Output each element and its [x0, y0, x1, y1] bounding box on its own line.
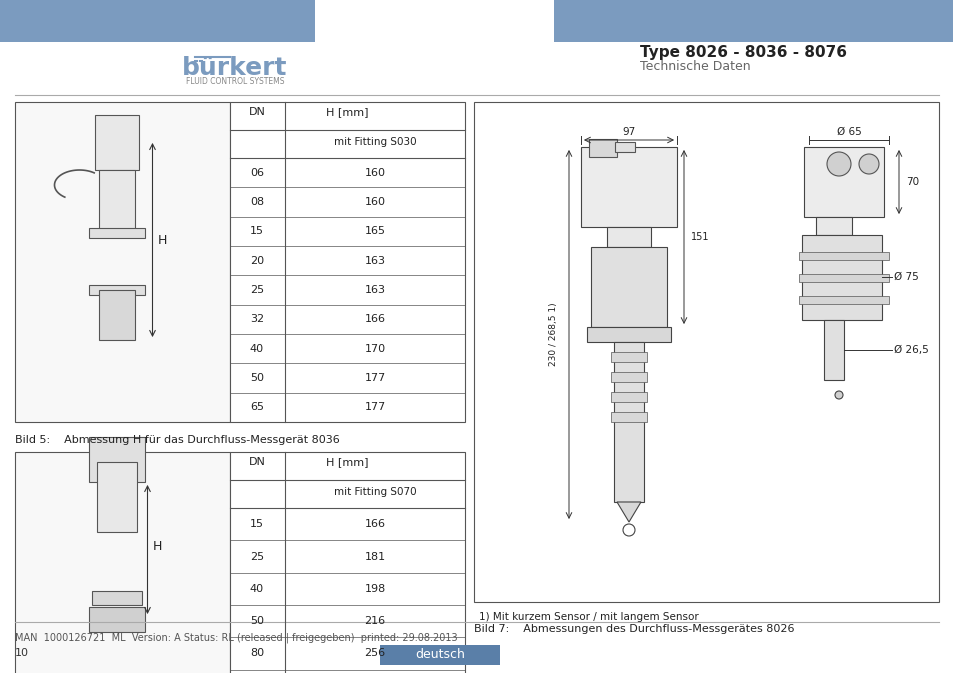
Bar	[801, 235, 882, 320]
Text: 181: 181	[364, 551, 385, 561]
Circle shape	[834, 391, 842, 399]
Bar	[588, 139, 617, 157]
Bar	[379, 645, 499, 665]
Text: Bild 5:    Abmessung H für das Durchfluss-Messgerät 8036: Bild 5: Abmessung H für das Durchfluss-M…	[15, 435, 339, 445]
Text: H: H	[152, 540, 162, 553]
Text: 80: 80	[250, 649, 264, 658]
Bar	[610, 392, 646, 402]
Text: Technische Daten: Technische Daten	[639, 61, 750, 73]
Text: 170: 170	[364, 344, 385, 354]
Text: 50: 50	[250, 373, 264, 383]
Bar	[610, 372, 646, 382]
Text: DN: DN	[249, 107, 265, 117]
Bar	[610, 412, 646, 422]
Text: 163: 163	[364, 256, 385, 266]
Bar	[90, 285, 146, 295]
Bar	[554, 0, 953, 42]
Bar	[590, 247, 666, 327]
Text: deutsch: deutsch	[415, 649, 464, 662]
Text: 20: 20	[250, 256, 264, 266]
Text: Type 8026 - 8036 - 8076: Type 8026 - 8036 - 8076	[639, 44, 846, 59]
Bar	[15, 102, 230, 422]
Bar	[0, 0, 314, 42]
Text: 230 / 268,5 1): 230 / 268,5 1)	[549, 303, 558, 366]
Text: 10: 10	[15, 648, 29, 658]
Bar	[580, 147, 677, 227]
FancyArrowPatch shape	[619, 504, 627, 518]
Bar	[99, 170, 135, 230]
Text: Ø 75: Ø 75	[893, 272, 918, 282]
Text: 15: 15	[250, 226, 264, 236]
Bar	[15, 452, 230, 673]
Bar	[90, 437, 146, 482]
Bar	[614, 342, 643, 502]
Text: MAN  1000126721  ML  Version: A Status: RL (released | freigegeben)  printed: 29: MAN 1000126721 ML Version: A Status: RL …	[15, 633, 457, 643]
Bar	[230, 102, 464, 422]
Bar	[610, 352, 646, 362]
Text: 50: 50	[250, 616, 264, 626]
Text: 216: 216	[364, 616, 385, 626]
Text: 25: 25	[250, 285, 264, 295]
Text: 97: 97	[621, 127, 635, 137]
Text: Ø 26,5: Ø 26,5	[893, 345, 928, 355]
Text: mit Fitting S030: mit Fitting S030	[334, 137, 416, 147]
Bar	[799, 252, 888, 260]
Text: 15: 15	[250, 519, 264, 529]
Bar	[799, 274, 888, 282]
Bar	[230, 452, 464, 673]
Bar	[92, 591, 142, 605]
Bar	[97, 462, 137, 532]
Text: 177: 177	[364, 402, 385, 413]
Text: DN: DN	[249, 457, 265, 467]
Text: 198: 198	[364, 584, 385, 594]
Bar	[815, 217, 851, 235]
Bar	[799, 296, 888, 304]
Text: 08: 08	[250, 197, 264, 207]
Text: H [mm]: H [mm]	[325, 107, 368, 117]
Text: 06: 06	[250, 168, 264, 178]
Text: FLUID CONTROL SYSTEMS: FLUID CONTROL SYSTEMS	[186, 77, 284, 87]
Circle shape	[120, 482, 134, 496]
Text: bürkert: bürkert	[182, 56, 288, 80]
Text: 1) Mit kurzem Sensor / mit langem Sensor: 1) Mit kurzem Sensor / mit langem Sensor	[478, 612, 698, 622]
Bar	[474, 102, 938, 602]
Bar	[90, 228, 146, 238]
Text: 166: 166	[364, 519, 385, 529]
Bar	[99, 290, 135, 340]
Text: mit Fitting S070: mit Fitting S070	[334, 487, 416, 497]
Text: 25: 25	[250, 551, 264, 561]
Bar	[606, 227, 650, 247]
Circle shape	[622, 524, 635, 536]
Circle shape	[100, 482, 114, 496]
Text: 160: 160	[364, 197, 385, 207]
Bar	[803, 147, 883, 217]
Text: 65: 65	[250, 402, 264, 413]
Text: 165: 165	[364, 226, 385, 236]
Text: 40: 40	[250, 584, 264, 594]
Text: 151: 151	[690, 232, 709, 242]
Text: 256: 256	[364, 649, 385, 658]
Bar	[95, 115, 139, 170]
Bar	[823, 320, 843, 380]
Bar	[615, 142, 635, 152]
Text: Bild 7:    Abmessungen des Durchfluss-Messgerätes 8026: Bild 7: Abmessungen des Durchfluss-Messg…	[474, 624, 794, 634]
Text: 40: 40	[250, 344, 264, 354]
Text: 70: 70	[905, 177, 918, 187]
Text: 163: 163	[364, 285, 385, 295]
Text: 160: 160	[364, 168, 385, 178]
Text: 32: 32	[250, 314, 264, 324]
Text: 177: 177	[364, 373, 385, 383]
Circle shape	[826, 152, 850, 176]
Text: Ø 65: Ø 65	[836, 127, 861, 137]
Bar	[90, 607, 146, 632]
Bar	[586, 327, 670, 342]
Polygon shape	[617, 502, 640, 522]
Text: 166: 166	[364, 314, 385, 324]
Circle shape	[858, 154, 878, 174]
Text: H: H	[157, 234, 167, 246]
Text: H [mm]: H [mm]	[325, 457, 368, 467]
